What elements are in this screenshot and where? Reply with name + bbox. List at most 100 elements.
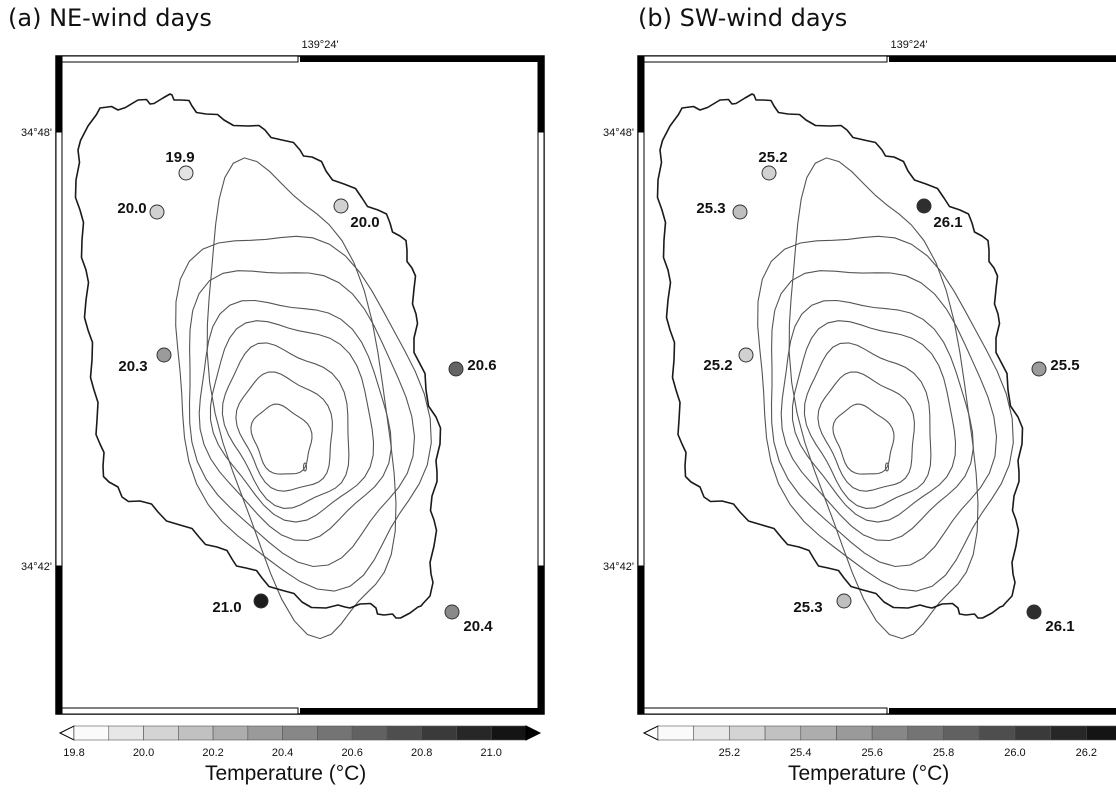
station-value-label: 20.4: [463, 618, 493, 635]
frame-right-seg: [537, 565, 545, 715]
station-value-label: 25.3: [696, 200, 725, 217]
frame-top-white: [637, 55, 888, 63]
colorbar-box: [386, 725, 422, 741]
colorbar-box: [490, 725, 527, 741]
elevation-contour: [770, 270, 998, 568]
colorbar-box: [212, 725, 249, 741]
frame-left-seg: [55, 55, 63, 133]
station-value-label: 25.5: [1050, 357, 1079, 374]
frame-bottom-black: [889, 708, 1116, 714]
colorbar-box: [143, 725, 179, 741]
colorbar-box: [351, 725, 388, 741]
coastline: [74, 93, 442, 619]
colorbar-tick-label: 20.4: [272, 747, 293, 759]
colorbar-box: [317, 725, 353, 741]
colorbar-tick-label: 26.2: [1076, 747, 1097, 759]
frame-left-seg: [55, 131, 63, 567]
station-value-label: 26.1: [933, 214, 962, 231]
colorbar-over-triangle: [525, 725, 542, 741]
colorbar-box: [907, 725, 944, 741]
colorbar-tick-label: 25.6: [861, 747, 882, 759]
colorbar-box: [178, 725, 214, 741]
latitude-label-south: 34°42': [603, 561, 634, 573]
elevation-contour: [221, 342, 350, 509]
latitude-label-north: 34°48': [21, 127, 52, 139]
panel-ne-wind: (a) NE-wind days 139°24' 34°48' 34°42' 19.9…: [8, 4, 545, 785]
station-marker: [149, 204, 165, 220]
elevation-contour: [198, 299, 392, 542]
colorbar-box: [1014, 725, 1051, 741]
colorbar-label: Temperature (°C): [788, 762, 950, 785]
station-marker: [836, 593, 852, 609]
longitude-label: 139°24': [890, 39, 927, 51]
map-frame: [55, 55, 545, 715]
station-marker: [333, 198, 349, 214]
colorbar-box: [456, 725, 492, 741]
station-value-label: 20.0: [350, 214, 379, 231]
colorbar-box: [247, 725, 283, 741]
elevation-contour: [235, 371, 333, 492]
station-value-label: 26.1: [1045, 618, 1074, 635]
station-marker: [178, 165, 194, 181]
colorbar-box: [800, 725, 837, 741]
colorbar-box: [1086, 725, 1116, 741]
station-value-label: 20.3: [118, 358, 147, 375]
elevation-contour: [188, 270, 416, 568]
elevation-contour: [209, 320, 375, 523]
station-value-label: 25.3: [793, 599, 822, 616]
colorbar-box: [1050, 725, 1087, 741]
colorbar-box: [108, 725, 144, 741]
colorbar-tick-label: 19.8: [63, 747, 84, 759]
station-value-label: 21.0: [212, 599, 241, 616]
summit-contour: [885, 462, 889, 472]
colorbar-box: [871, 725, 909, 741]
colorbar-box: [836, 725, 873, 741]
frame-bottom-white: [637, 707, 888, 715]
station-marker: [1031, 361, 1047, 377]
elevation-contour: [788, 157, 979, 640]
station-marker: [156, 347, 172, 363]
colorbar-tick-label: 21.0: [481, 747, 502, 759]
elevation-contour: [780, 299, 974, 542]
station-value-label: 20.0: [117, 200, 146, 217]
latitude-label-south: 34°42': [21, 561, 52, 573]
station-value-label: 25.2: [703, 357, 732, 374]
station-marker: [444, 604, 460, 620]
colorbar-box: [73, 725, 110, 741]
latitude-label-north: 34°48': [603, 127, 634, 139]
station-marker: [916, 198, 932, 214]
frame-bottom-white: [55, 707, 299, 715]
colorbar-tick-label: 20.6: [341, 747, 362, 759]
elevation-contour: [832, 403, 895, 475]
frame-bottom-black: [300, 708, 544, 714]
frame-top-black: [889, 56, 1116, 62]
station-marker: [761, 165, 777, 181]
colorbar-tick-label: 20.8: [411, 747, 432, 759]
colorbar-box: [943, 725, 980, 741]
colorbar-box: [978, 725, 1016, 741]
colorbar-box: [421, 725, 457, 741]
colorbar-box: [764, 725, 802, 741]
frame-top-black: [300, 56, 544, 62]
colorbar-tick-label: 25.4: [790, 747, 811, 759]
frame-top-white: [55, 55, 299, 63]
colorbar-tick-label: 26.0: [1004, 747, 1025, 759]
colorbar-under-triangle: [642, 725, 659, 741]
elevation-contour: [250, 403, 313, 475]
panel-title: (b) SW-wind days: [638, 4, 848, 32]
station-value-label: 20.6: [467, 357, 496, 374]
elevation-contour: [175, 235, 432, 592]
elevation-contour: [803, 342, 932, 509]
colorbar-tick-label: 25.8: [933, 747, 954, 759]
frame-left-seg: [55, 565, 63, 715]
map-ne-wind: 139°24' 34°48' 34°42' 19.9 20.0 20.0 20.3 20.6 2…: [21, 39, 545, 759]
station-value-label: 19.9: [165, 149, 194, 166]
frame-left-seg: [637, 131, 645, 567]
elevation-contour: [206, 157, 397, 640]
station-marker: [1026, 604, 1042, 620]
colorbar-tick-label: 20.0: [133, 747, 154, 759]
frame-right-seg: [537, 131, 545, 567]
colorbar-box: [282, 725, 318, 741]
station-marker: [732, 204, 748, 220]
coastline: [656, 93, 1024, 619]
